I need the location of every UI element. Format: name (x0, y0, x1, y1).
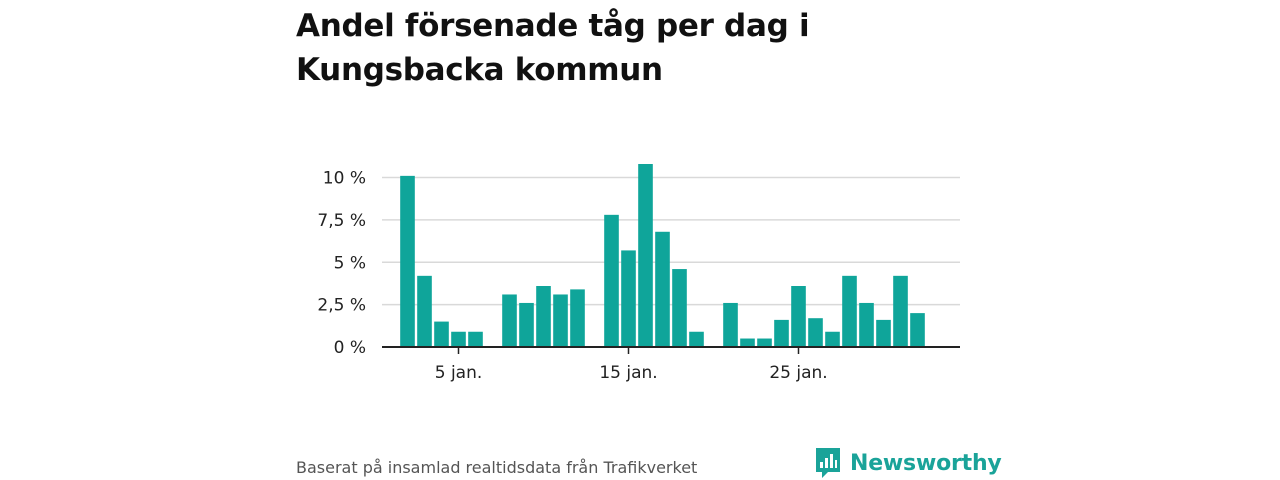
bar (434, 321, 449, 347)
bar (859, 302, 874, 347)
bar (451, 331, 466, 347)
bar-chart: 0 % 2,5 % 5 % 7,5 % 10 % 5 jan. 15 jan. 25 jan. (317, 164, 960, 383)
x-tick-label: 25 jan. (769, 363, 827, 383)
bar (825, 331, 840, 347)
bar (519, 302, 534, 347)
bar (536, 286, 551, 347)
bar (621, 250, 636, 347)
y-tick-label: 10 % (323, 169, 366, 189)
y-tick-label: 0 % (334, 338, 366, 358)
bar (655, 231, 670, 347)
bar (740, 338, 755, 347)
bar (468, 331, 483, 347)
bar (570, 289, 585, 347)
newsworthy-logo: Newsworthy (814, 446, 1002, 480)
bar (723, 302, 738, 347)
bar (689, 331, 704, 347)
brand-name: Newsworthy (850, 450, 1002, 476)
chart-title: Andel försenade tåg per dag i Kungsbacka… (296, 8, 810, 88)
bar (808, 318, 823, 347)
bar (893, 275, 908, 347)
y-tick-label: 2,5 % (317, 296, 366, 316)
bar (604, 214, 619, 347)
y-tick-label: 5 % (334, 253, 366, 273)
bar (553, 294, 568, 347)
bar (400, 175, 415, 347)
y-tick-label: 7,5 % (317, 211, 366, 231)
bar (638, 164, 653, 347)
x-tick-label: 5 jan. (435, 363, 483, 383)
bar (417, 275, 432, 347)
bar (791, 286, 806, 347)
bar (842, 275, 857, 347)
source-note: Baserat på insamlad realtidsdata från Tr… (296, 458, 698, 477)
bar (876, 319, 891, 347)
bar-chart-speech-bubble-icon (816, 448, 840, 478)
bar (672, 269, 687, 347)
x-tick-label: 15 jan. (599, 363, 657, 383)
bar (774, 319, 789, 347)
bar (757, 338, 772, 347)
bar (910, 313, 925, 347)
bar (502, 294, 517, 347)
